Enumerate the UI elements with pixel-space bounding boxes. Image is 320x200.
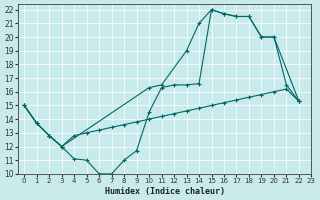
X-axis label: Humidex (Indice chaleur): Humidex (Indice chaleur) (105, 187, 225, 196)
